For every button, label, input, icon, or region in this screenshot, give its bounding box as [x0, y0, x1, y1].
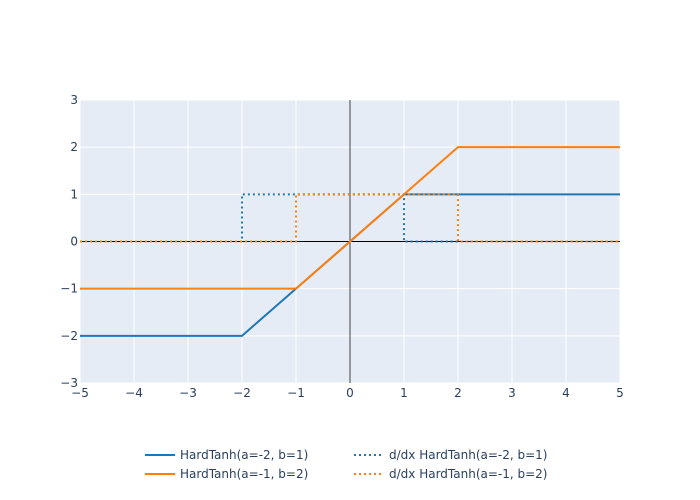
series-line-2 [80, 146, 620, 290]
y-tick-label: 1 [70, 187, 78, 201]
x-tick-label: 5 [616, 386, 624, 400]
x-tick-label: −2 [233, 386, 251, 400]
legend-item: HardTanh(a=-2, b=1) [145, 448, 308, 462]
x-tick-label: 2 [454, 386, 462, 400]
x-tick-label: −4 [125, 386, 143, 400]
x-axis-tick-labels: −5 −4 −3 −2 −1 0 1 2 3 4 5 [71, 386, 624, 400]
series-line-4 [80, 193, 620, 243]
y-tick-label: 0 [70, 235, 78, 249]
y-tick-label: −1 [60, 282, 78, 296]
legend-label: HardTanh(a=-1, b=2) [180, 467, 308, 481]
x-tick-label: 4 [562, 386, 570, 400]
y-tick-label: −2 [60, 329, 78, 343]
series-lines [80, 146, 620, 337]
y-tick-label: 3 [70, 93, 78, 107]
x-tick-label: 1 [400, 386, 408, 400]
y-axis-tick-labels: −3 −2 −1 0 1 2 3 [60, 93, 78, 390]
legend-item: d/dx HardTanh(a=-2, b=1) [354, 448, 548, 462]
legend-item: d/dx HardTanh(a=-1, b=2) [354, 467, 548, 481]
x-tick-label: −3 [179, 386, 197, 400]
x-tick-label: 0 [346, 386, 354, 400]
x-tick-label: 3 [508, 386, 516, 400]
legend-label: HardTanh(a=-2, b=1) [180, 448, 308, 462]
y-tick-label: −3 [60, 376, 78, 390]
x-tick-label: −1 [287, 386, 305, 400]
legend-item: HardTanh(a=-1, b=2) [145, 467, 308, 481]
y-tick-label: 2 [70, 140, 78, 154]
legend: HardTanh(a=-2, b=1) HardTanh(a=-1, b=2) d/… [145, 448, 548, 481]
x-tick-label: −5 [71, 386, 89, 400]
legend-label: d/dx HardTanh(a=-2, b=1) [389, 448, 548, 462]
legend-label: d/dx HardTanh(a=-1, b=2) [389, 467, 548, 481]
